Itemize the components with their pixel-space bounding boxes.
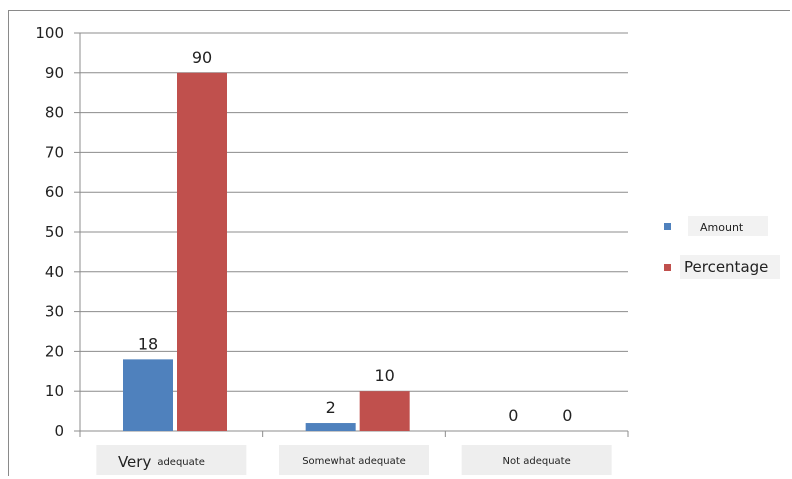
y-tick-label: 40 <box>45 263 64 281</box>
data-label: 0 <box>562 406 572 425</box>
bars <box>123 72 410 432</box>
chart-border <box>8 10 790 476</box>
category-labels: Very adequate Somewhat adequate Not adequat… <box>96 445 612 475</box>
y-tick-label: 30 <box>45 303 64 321</box>
bar-percentage-1 <box>177 72 227 432</box>
legend-swatch-percentage <box>664 264 671 271</box>
data-labels: 18 2 0 90 10 0 <box>138 48 573 425</box>
category-label: Somewhat adequate <box>302 456 406 467</box>
category-label: adequate <box>157 457 205 468</box>
y-tick-label: 90 <box>45 64 64 82</box>
y-tick-label: 60 <box>45 183 64 201</box>
legend-item-box <box>680 255 780 279</box>
bar-percentage-2 <box>359 391 410 431</box>
legend-swatch-amount <box>664 223 671 230</box>
y-tick-label: 20 <box>45 342 64 360</box>
bar-amount-1 <box>123 359 173 431</box>
legend: Amount Percentage <box>664 216 780 279</box>
data-label: 18 <box>138 334 158 353</box>
bar-amount-2 <box>305 423 356 431</box>
y-tick-label: 100 <box>35 24 64 42</box>
legend-item-box <box>688 216 768 236</box>
data-label: 10 <box>374 366 394 385</box>
category-label: Very <box>118 453 151 471</box>
y-tick-label: 80 <box>45 104 64 122</box>
data-label: 2 <box>326 398 336 417</box>
y-tick-label: 70 <box>45 143 64 161</box>
data-label: 0 <box>508 406 518 425</box>
legend-label-amount: Amount <box>700 221 744 234</box>
category-label-box <box>279 445 429 475</box>
data-label: 90 <box>192 48 212 67</box>
y-tick-label: 0 <box>54 422 64 440</box>
y-tick-label: 10 <box>45 382 64 400</box>
legend-label-percentage: Percentage <box>684 258 768 276</box>
category-label: Not adequate <box>503 456 571 467</box>
category-label-box <box>461 445 612 475</box>
category-label-box <box>96 445 247 475</box>
y-tick-label: 50 <box>45 223 64 241</box>
